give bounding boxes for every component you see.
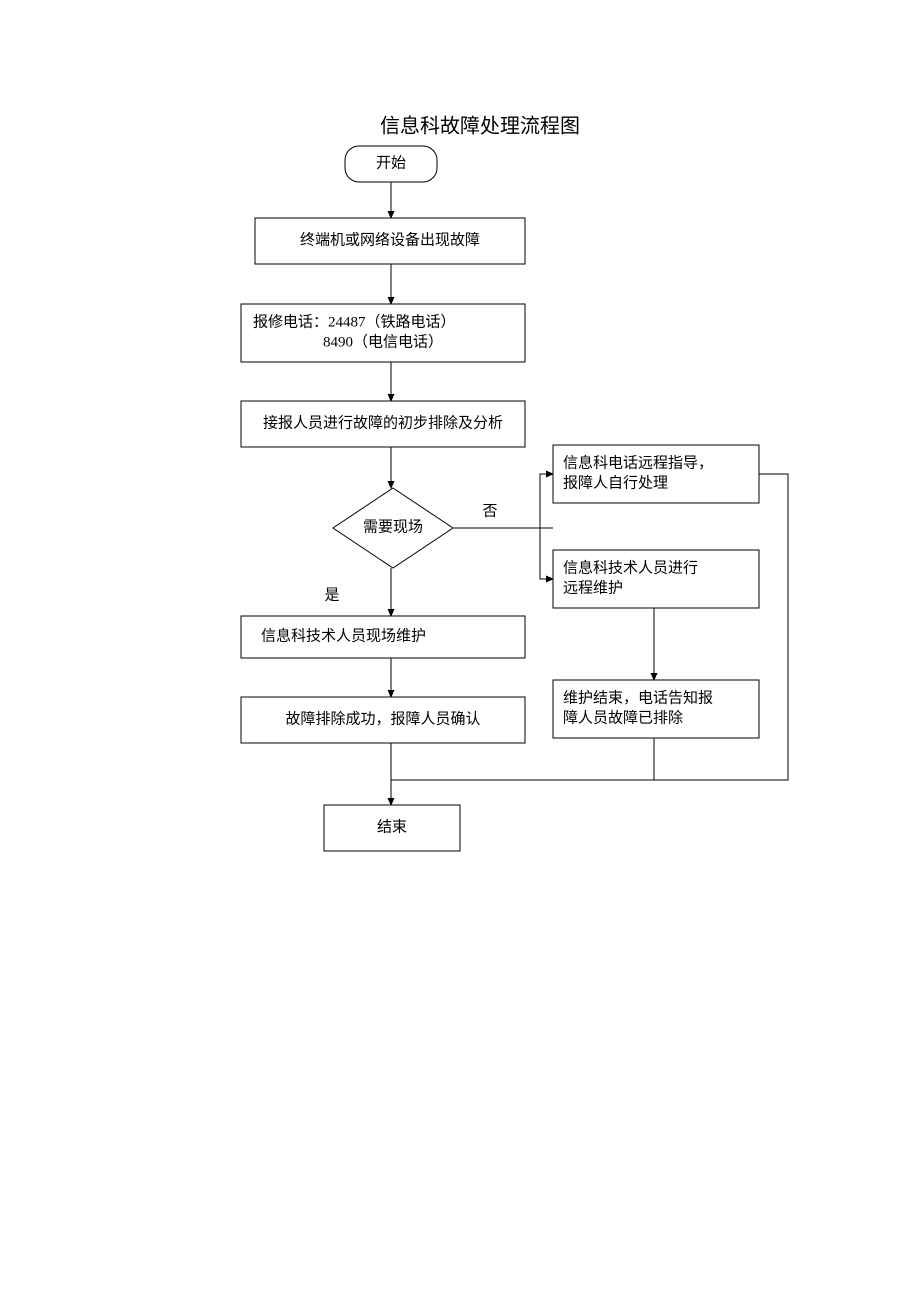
node-text-fault-l0: 终端机或网络设备出现故障 [300, 230, 480, 248]
node-text-remoteA-l0: 信息科电话远程指导， [563, 454, 713, 471]
edge-e_remoteC_merge [391, 738, 654, 780]
node-analyze: 接报人员进行故障的初步排除及分析 [241, 401, 525, 447]
node-shape-remoteC [553, 680, 759, 738]
node-text-phone-l1: 8490（电信电话） [323, 334, 443, 351]
node-fault: 终端机或网络设备出现故障 [255, 218, 525, 264]
node-end: 结束 [324, 805, 460, 851]
node-text-remoteA-l1: 报障人自行处理 [563, 474, 668, 492]
node-dec: 需要现场 [333, 488, 453, 568]
node-text-remoteB-l0: 信息科技术人员进行 [563, 559, 698, 576]
node-shape-remoteB [553, 550, 759, 608]
edge-label-e_dec_onsite: 是 [324, 587, 339, 603]
node-text-dec-l0: 需要现场 [363, 518, 423, 535]
node-text-analyze-l0: 接报人员进行故障的初步排除及分析 [263, 413, 503, 431]
node-text-remoteC-l0: 维护结束，电话告知报 [563, 689, 713, 706]
node-text-confirm-l0: 故障排除成功，报障人员确认 [285, 709, 480, 727]
edge-label-e_dec_no_h: 否 [482, 503, 497, 519]
page: 信息科故障处理流程图 是 否 开始终端机或网络设备出现故障报修电话：24487（铁… [0, 0, 920, 1301]
edge-e_no_to_remoteB [540, 528, 553, 579]
node-phone: 报修电话：24487（铁路电话） 8490（电信电话） [241, 304, 525, 362]
nodes-layer: 开始终端机或网络设备出现故障报修电话：24487（铁路电话） 8490（电信电话）… [241, 146, 759, 851]
flowchart-canvas: 信息科故障处理流程图 是 否 开始终端机或网络设备出现故障报修电话：24487（铁… [0, 0, 920, 1301]
node-remoteC: 维护结束，电话告知报障人员故障已排除 [553, 680, 759, 738]
node-remoteA: 信息科电话远程指导， 报障人自行处理 [553, 445, 759, 503]
node-shape-phone [241, 304, 525, 362]
node-onsite: 信息科技术人员现场维护 [241, 616, 525, 658]
node-text-start-l0: 开始 [376, 154, 406, 171]
node-text-end-l0: 结束 [377, 818, 407, 835]
node-text-remoteB-l1: 远程维护 [563, 580, 623, 597]
edge-e_no_to_remoteA [540, 474, 553, 528]
node-text-phone-l0: 报修电话：24487（铁路电话） [253, 313, 456, 330]
node-text-remoteC-l1: 障人员故障已排除 [563, 709, 683, 727]
node-shape-remoteA [553, 445, 759, 503]
flowchart-title: 信息科故障处理流程图 [380, 115, 580, 138]
node-confirm: 故障排除成功，报障人员确认 [241, 697, 525, 743]
node-text-onsite-l0: 信息科技术人员现场维护 [261, 627, 426, 644]
node-remoteB: 信息科技术人员进行远程维护 [553, 550, 759, 608]
node-start: 开始 [345, 146, 437, 182]
